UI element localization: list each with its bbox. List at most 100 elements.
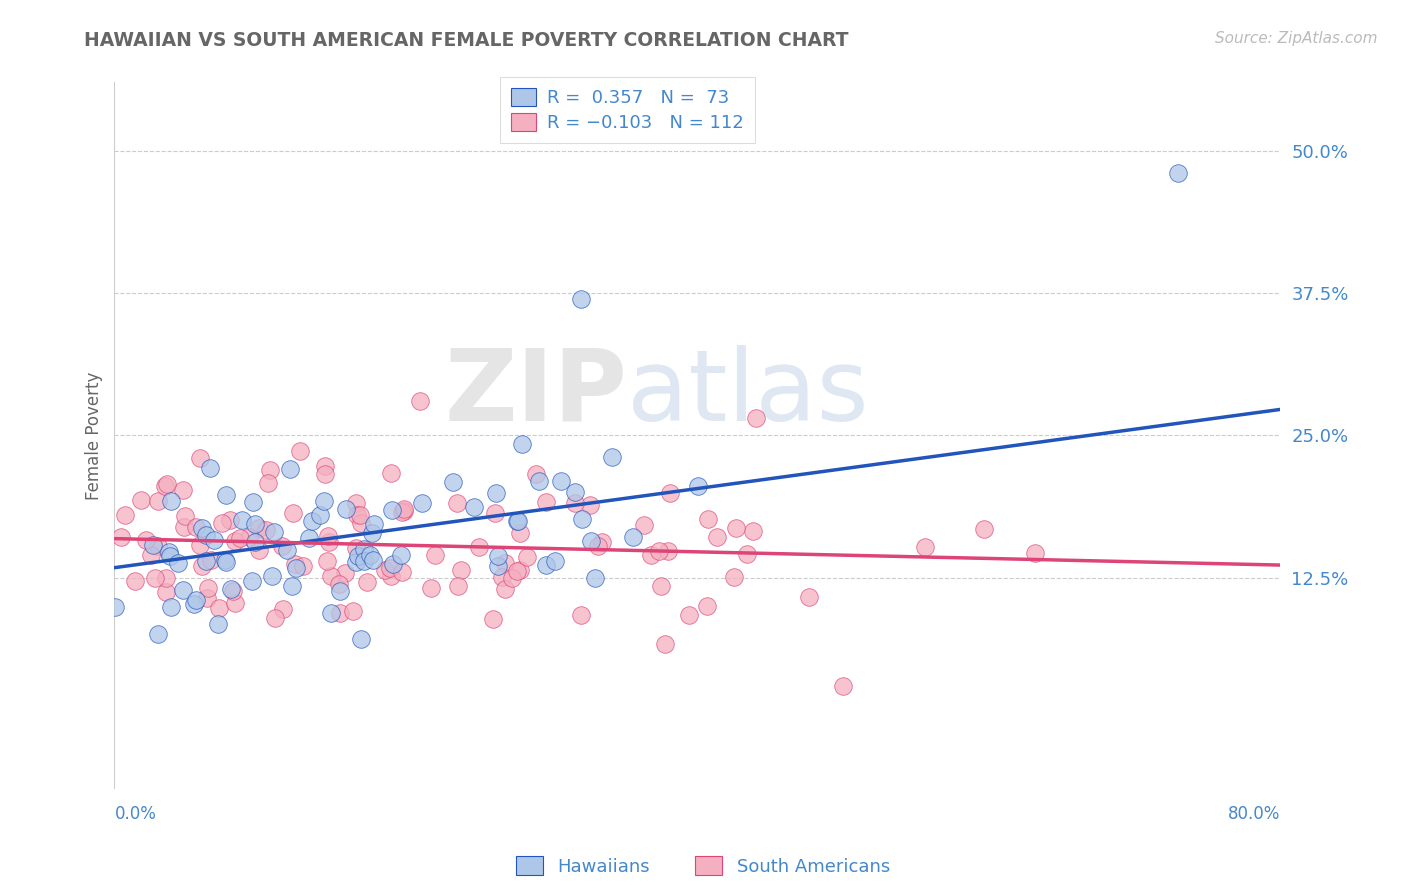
Point <box>195 528 218 542</box>
Point <box>186 592 208 607</box>
Point <box>224 596 246 610</box>
Point <box>534 495 557 509</box>
Point <box>391 504 413 518</box>
Point <box>188 538 211 552</box>
Point <box>173 519 195 533</box>
Point <box>350 632 373 646</box>
Point <box>571 511 593 525</box>
Point <box>314 467 336 481</box>
Point <box>742 524 765 538</box>
Point <box>391 548 413 562</box>
Point <box>197 581 219 595</box>
Point <box>973 522 995 536</box>
Point <box>524 467 547 481</box>
Point <box>263 524 285 539</box>
Point <box>222 583 245 598</box>
Text: Source: ZipAtlas.com: Source: ZipAtlas.com <box>1215 31 1378 46</box>
Point <box>319 568 342 582</box>
Point <box>148 539 170 553</box>
Point <box>344 495 367 509</box>
Point <box>329 583 352 598</box>
Point <box>509 563 531 577</box>
Point <box>262 569 284 583</box>
Point <box>328 577 350 591</box>
Point <box>124 574 146 589</box>
Point <box>516 549 538 564</box>
Text: 80.0%: 80.0% <box>1227 805 1281 823</box>
Point <box>353 541 375 556</box>
Point <box>564 485 586 500</box>
Point <box>506 564 529 578</box>
Point <box>648 543 671 558</box>
Point <box>506 514 529 528</box>
Point <box>544 554 567 568</box>
Point <box>494 582 516 596</box>
Point <box>240 574 263 589</box>
Point <box>678 608 700 623</box>
Point <box>621 530 644 544</box>
Point <box>446 496 468 510</box>
Point <box>238 530 260 544</box>
Point <box>135 533 157 548</box>
Point <box>184 520 207 534</box>
Point <box>202 533 225 547</box>
Y-axis label: Female Poverty: Female Poverty <box>86 371 103 500</box>
Point <box>659 486 682 500</box>
Point <box>281 579 304 593</box>
Point <box>314 494 336 508</box>
Point <box>363 553 385 567</box>
Point <box>697 512 720 526</box>
Point <box>381 503 404 517</box>
Point <box>155 479 177 493</box>
Point <box>172 483 194 497</box>
Point <box>191 558 214 573</box>
Point <box>159 549 181 564</box>
Point <box>242 494 264 508</box>
Point <box>534 558 557 572</box>
Point <box>564 495 586 509</box>
Point <box>156 477 179 491</box>
Point <box>219 582 242 596</box>
Point <box>155 584 177 599</box>
Point <box>569 608 592 623</box>
Point <box>349 508 371 523</box>
Point <box>318 535 340 549</box>
Point <box>380 467 402 481</box>
Point <box>167 556 190 570</box>
Point <box>110 530 132 544</box>
Point <box>243 516 266 531</box>
Point <box>579 533 602 548</box>
Point <box>723 570 745 584</box>
Point <box>146 627 169 641</box>
Point <box>363 516 385 531</box>
Point <box>292 558 315 573</box>
Point <box>309 508 332 522</box>
Point <box>344 541 367 555</box>
Point <box>356 574 378 589</box>
Point <box>509 526 531 541</box>
Point <box>374 563 396 577</box>
Text: 0.0%: 0.0% <box>114 805 156 823</box>
Point <box>505 514 527 528</box>
Point <box>463 500 485 515</box>
Point <box>200 553 222 567</box>
Point <box>350 516 373 530</box>
Point <box>104 599 127 614</box>
Point <box>450 563 472 577</box>
Point <box>353 554 375 568</box>
Point <box>247 520 270 534</box>
Text: atlas: atlas <box>627 344 869 442</box>
Point <box>657 544 679 558</box>
Point <box>335 502 357 516</box>
Point <box>214 553 236 567</box>
Point <box>229 531 252 545</box>
Point <box>510 437 533 451</box>
Point <box>467 540 489 554</box>
Point <box>484 506 506 520</box>
Point <box>129 492 152 507</box>
Point <box>654 637 676 651</box>
Point <box>1167 166 1189 180</box>
Point <box>114 508 136 522</box>
Point <box>797 590 820 604</box>
Point <box>243 535 266 549</box>
